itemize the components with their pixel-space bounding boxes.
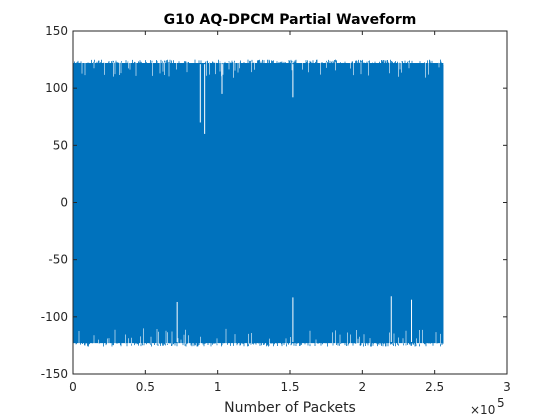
series-layer [72, 59, 444, 347]
x-tick-label: 0.5 [136, 380, 155, 394]
y-tick-label: 100 [45, 81, 68, 95]
x-tick-label: 2 [359, 380, 367, 394]
waveform-series [72, 59, 444, 347]
y-tick-label: -50 [48, 253, 68, 267]
y-tick-label: 150 [45, 24, 68, 38]
y-tick-label: -100 [41, 310, 68, 324]
x-tick-label: 2.5 [425, 380, 444, 394]
y-tick-label: 0 [60, 196, 68, 210]
y-tick-label: 50 [53, 138, 68, 152]
chart-title: G10 AQ-DPCM Partial Waveform [164, 12, 417, 28]
x-tick-label: 0 [69, 380, 77, 394]
x-tick-label: 1.5 [280, 380, 299, 394]
x-axis: 0 0.5 1 1.5 2 2.5 3 [69, 31, 511, 394]
y-tick-label: -150 [41, 367, 68, 381]
x-axis-exponent: ×10 5 [470, 396, 505, 417]
x-axis-label: Number of Packets [224, 400, 356, 416]
x-exponent-power: 5 [497, 396, 505, 410]
x-tick-label: 3 [503, 380, 511, 394]
x-exponent-base: ×10 [470, 403, 495, 417]
waveform-gaps [78, 61, 441, 345]
x-tick-label: 1 [214, 380, 222, 394]
y-axis: 150 100 50 0 -50 -100 -150 [41, 24, 507, 381]
